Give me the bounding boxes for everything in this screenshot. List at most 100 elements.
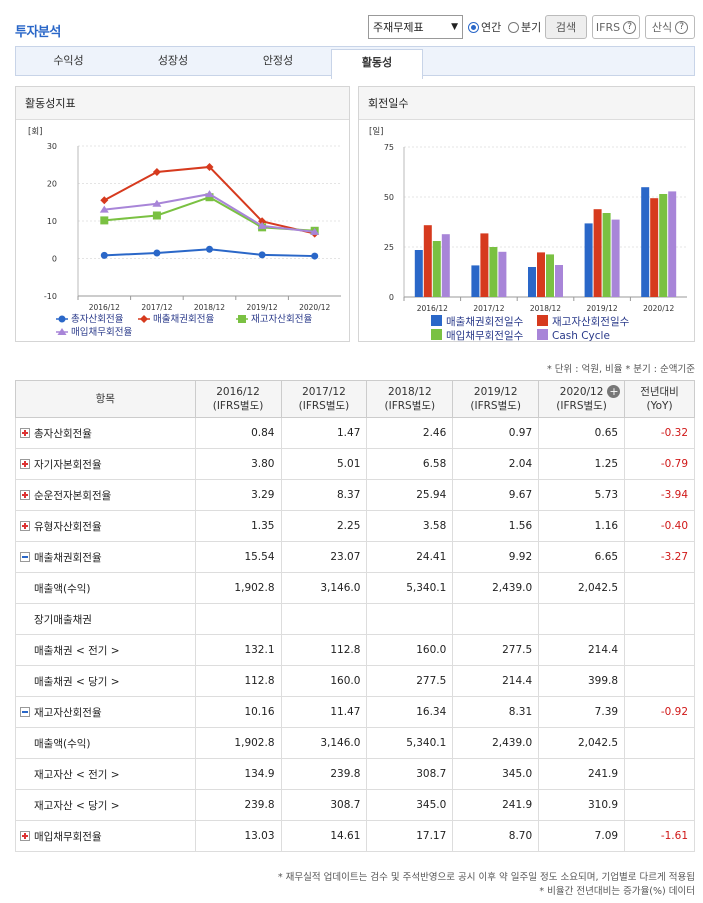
row-label: 재고자산 < 당기 >	[34, 799, 120, 812]
x-tick-label: 2019/12	[587, 304, 618, 313]
data-point	[257, 221, 267, 229]
tab-activity[interactable]: 활동성	[331, 49, 423, 79]
header-line: 전년대비	[640, 386, 679, 398]
bar	[498, 251, 507, 297]
legend-item[interactable]: 재고자산회전일수	[537, 315, 630, 328]
search-button[interactable]: 검색	[545, 15, 587, 39]
turnover-days-bar-chart: [일]75 50 25 0 2016/12 2017/12 2018/12 2019/12 20…	[369, 127, 687, 341]
value-cell: 399.8	[538, 665, 626, 697]
value-cell: 239.8	[194, 789, 282, 821]
value-cell: 214.4	[538, 634, 626, 666]
yoy-cell: -0.32	[624, 417, 695, 449]
value-cell: 5.73	[538, 479, 626, 511]
tab-growth[interactable]: 성장성	[157, 54, 189, 67]
formula-button[interactable]: 산식 ?	[645, 15, 695, 39]
expand-icon[interactable]	[20, 520, 30, 531]
legend-item[interactable]: 매출채권회전일수	[431, 315, 524, 328]
x-tick-label: 2016/12	[417, 304, 448, 313]
row-label-cell[interactable]: 매입채무회전율	[15, 820, 196, 852]
row-label: 순운전자본회전율	[34, 489, 112, 502]
column-header-item: 항목	[15, 380, 196, 418]
legend-swatch	[537, 329, 548, 340]
table-row: 자기자본회전율 3.80 5.01 6.58 2.04 1.25 -0.79	[15, 448, 695, 480]
value-cell: 5,340.1	[366, 727, 454, 759]
tab-stability[interactable]: 안정성	[262, 54, 294, 67]
value-cell: 112.8	[194, 665, 282, 697]
expand-icon[interactable]	[20, 458, 30, 469]
legend-marker	[58, 315, 66, 323]
tab-profitability[interactable]: 수익성	[53, 54, 84, 67]
data-point	[100, 251, 108, 259]
row-label: 매입채무회전율	[34, 830, 102, 843]
legend-swatch	[537, 315, 548, 326]
value-cell: 345.0	[452, 758, 540, 790]
legend-item[interactable]: 매출채권회전율	[138, 313, 214, 325]
legend-item[interactable]: Cash Cycle	[537, 329, 610, 341]
y-tick-label: -10	[44, 292, 57, 301]
value-cell: 308.7	[366, 758, 454, 790]
radio-annual[interactable]: 연간	[468, 15, 501, 39]
legend-item[interactable]: 매입채무회전율	[56, 326, 132, 338]
y-tick-label: 30	[47, 142, 57, 151]
activity-indicator-panel: 활동성지표 [회] 30 20 10 0 -10 2016/12 2017/12 2018/12…	[15, 86, 350, 342]
expand-icon[interactable]	[20, 427, 30, 438]
radio-quarter-dot[interactable]	[508, 21, 519, 33]
row-label: 매출채권 < 당기 >	[34, 675, 120, 688]
collapse-icon[interactable]	[20, 551, 30, 562]
value-cell: 13.03	[194, 820, 282, 852]
row-label-cell[interactable]: 유형자산회전율	[15, 510, 196, 542]
data-point	[152, 167, 161, 176]
y-tick-label: 0	[389, 293, 394, 302]
value-cell: 2.04	[452, 448, 540, 480]
value-cell: 23.07	[280, 541, 368, 573]
table-row: 유형자산회전율 1.35 2.25 3.58 1.56 1.16 -0.40	[15, 510, 695, 542]
data-point	[152, 211, 161, 220]
row-label-cell[interactable]: 순운전자본회전율	[15, 479, 196, 511]
x-tick-label: 2020/12	[643, 304, 674, 313]
statement-select[interactable]: 주재무제표 ▼	[368, 15, 463, 39]
radio-annual-dot[interactable]	[468, 21, 479, 33]
row-label: 유형자산회전율	[34, 520, 102, 533]
legend-swatch	[431, 315, 442, 326]
row-label: 자기자본회전율	[34, 458, 102, 471]
table-row: 재고자산 < 전기 > 134.9 239.8 308.7 345.0 241.9	[15, 758, 695, 790]
header-line: 2019/12	[473, 386, 518, 398]
legend-item[interactable]: 매입채무회전일수	[431, 329, 524, 341]
legend-item[interactable]: 총자산회전율	[56, 314, 124, 325]
yoy-cell: -3.27	[624, 541, 695, 573]
value-cell: 1.47	[280, 417, 368, 449]
data-point	[311, 252, 319, 260]
row-label-cell[interactable]: 재고자산회전율	[15, 696, 196, 728]
value-cell: 6.65	[538, 541, 626, 573]
row-label-cell: 매출액(수익)	[15, 572, 196, 604]
chevron-down-icon: ▼	[451, 22, 458, 32]
expand-icon[interactable]	[20, 489, 30, 500]
ifrs-button[interactable]: IFRS ?	[592, 15, 640, 39]
y-tick-label: 20	[47, 180, 57, 189]
expand-icon[interactable]	[20, 830, 30, 841]
yoy-cell	[624, 572, 695, 604]
yoy-cell: -0.92	[624, 696, 695, 728]
bar	[537, 252, 545, 297]
legend-item[interactable]: 재고자산회전율	[236, 314, 312, 325]
value-cell: 17.17	[366, 820, 454, 852]
radio-quarter[interactable]: 분기	[508, 15, 541, 39]
bar	[471, 265, 480, 297]
collapse-icon[interactable]	[20, 706, 30, 717]
data-point	[205, 162, 214, 171]
value-cell: 2,042.5	[538, 572, 626, 604]
bar	[489, 247, 498, 297]
panel-title: 회전일수	[359, 87, 694, 120]
value-cell: 3.80	[194, 448, 282, 480]
value-cell	[280, 603, 368, 635]
column-header-period: 2020/12 + (IFRS별도)	[538, 380, 626, 418]
value-cell: 2,042.5	[538, 727, 626, 759]
column-header-period: 전년대비 (YoY)	[624, 380, 695, 418]
bar	[555, 265, 563, 297]
x-tick-label: 2018/12	[530, 304, 561, 313]
row-label-cell[interactable]: 매출채권회전율	[15, 541, 196, 573]
activity-table: 항목 2016/12 (IFRS별도) 2017/12 (IFRS별도) 2018/12 (…	[15, 380, 695, 852]
row-label-cell[interactable]: 총자산회전율	[15, 417, 196, 449]
row-label-cell[interactable]: 자기자본회전율	[15, 448, 196, 480]
expand-columns-icon[interactable]: +	[607, 385, 621, 398]
